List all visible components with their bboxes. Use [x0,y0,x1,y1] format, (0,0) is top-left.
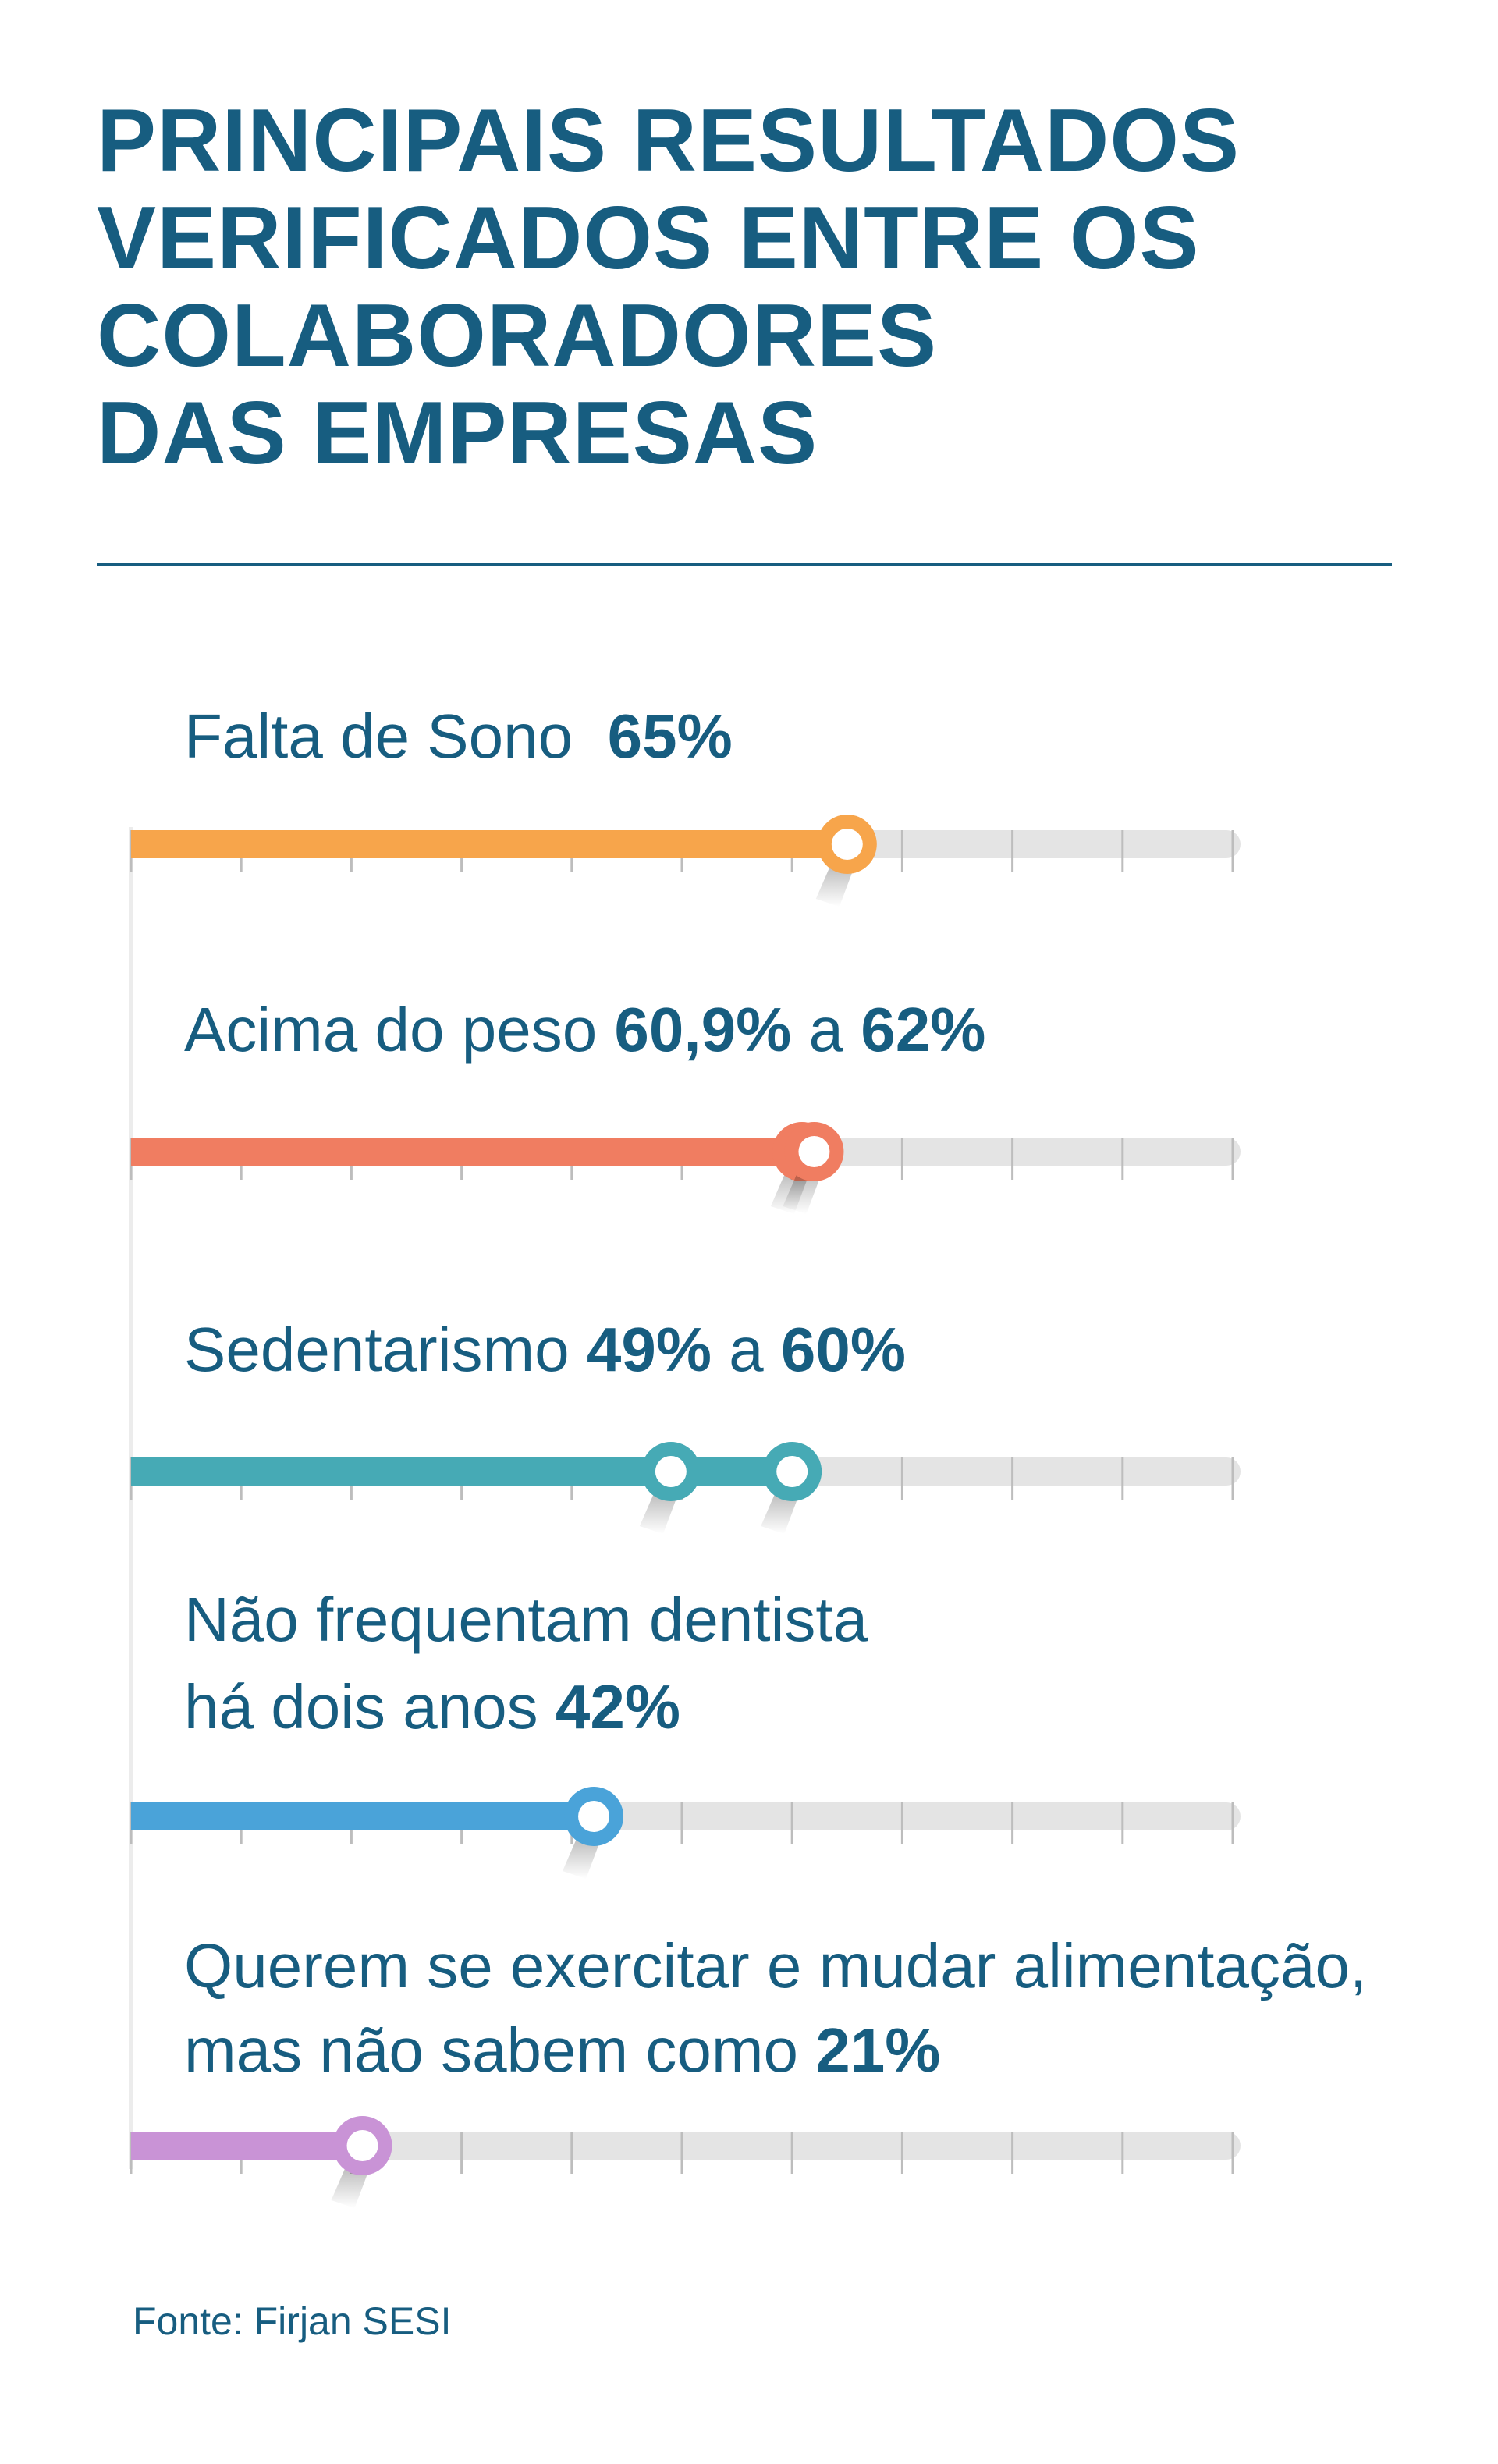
marker-center [578,1801,610,1832]
title-line: VERIFICADOS ENTRE OS [97,189,1200,288]
row-label: Acima do peso 60,9% a 62% [184,988,985,1072]
marker-center [831,829,863,860]
value-bar [131,830,847,858]
row-label: Sedentarismo 49% a 60% [184,1308,906,1392]
row-label: Querem se exercitar e mudar alimentação, [184,1924,1367,2008]
row-value: 60,9% [614,995,792,1064]
row-value: 49% [586,1315,712,1384]
value-bar [131,1802,595,1830]
value-bar [131,2132,363,2160]
row-value: 62% [861,995,986,1064]
track [131,2132,1241,2160]
row-label-text: Sedentarismo [184,1315,587,1384]
marker-center [655,1456,687,1487]
title-line: DAS EMPRESAS [97,384,818,483]
source-note: Fonte: Firjan SESI [133,2299,452,2343]
row-label-text: mas não sabem como [184,2015,816,2085]
page-title: PRINCIPAIS RESULTADOS VERIFICADOS ENTRE … [97,92,1240,482]
row-value: 60% [780,1315,907,1384]
row-label-text: Acima do peso [184,995,615,1064]
title-line: PRINCIPAIS RESULTADOS [97,91,1241,190]
row-label: Falta de Sono 65% [184,694,733,779]
row-label: mas não sabem como 21% [184,2008,940,2093]
row-value: 21% [815,2015,941,2085]
row-label: Não frequentam dentista [184,1578,868,1662]
marker-center [776,1456,808,1487]
row-label-text: Não frequentam dentista [184,1585,868,1654]
title-line: COLABORADORES [97,286,938,385]
row-label-text: há dois anos [184,1672,556,1741]
value-bar [131,1138,815,1166]
row-label-text: Falta de Sono [184,701,608,771]
marker-center [798,1136,830,1167]
row-label-text: Querem se exercitar e mudar alimentação, [184,1931,1368,2001]
row-value: 42% [555,1672,681,1741]
row-label-text: a [711,1315,781,1384]
row-label-text: a [791,995,861,1064]
row-value: 65% [607,701,733,771]
row-label: há dois anos 42% [184,1665,680,1749]
marker-center [346,2130,378,2161]
title-divider [97,563,1392,566]
